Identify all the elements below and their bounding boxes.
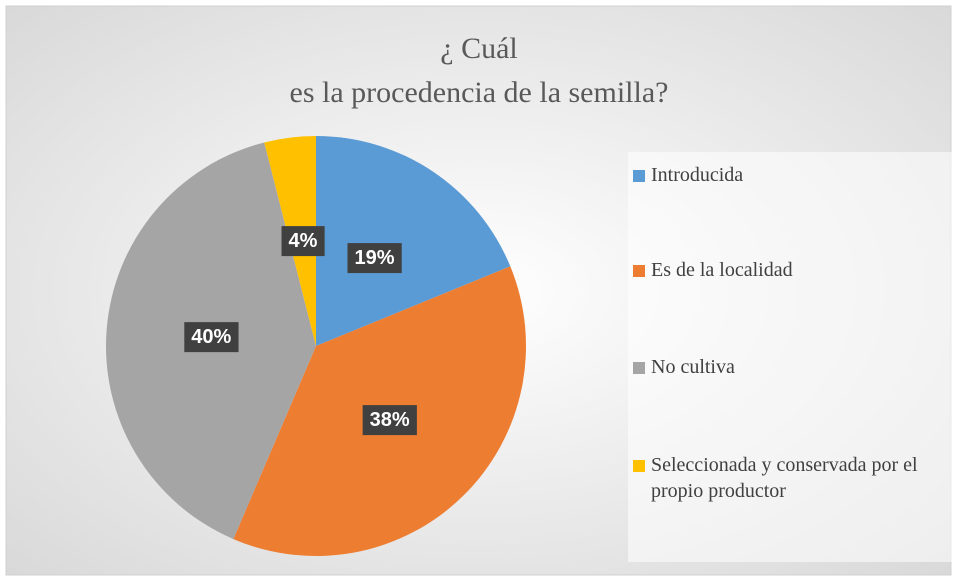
pie-slice (316, 136, 511, 346)
pie: 19% 38% 40% 4% (105, 136, 527, 556)
legend-item: Introducida (633, 162, 951, 188)
data-label-box (184, 322, 239, 353)
chart-title: es la procedencia de la semilla? (290, 76, 669, 109)
data-label: 4% (289, 230, 318, 252)
legend-swatch (633, 265, 645, 277)
data-label: 19% (354, 247, 394, 269)
legend-item: Seleccionada y conservada por el propio … (633, 452, 951, 504)
legend-swatch (633, 460, 645, 472)
data-label-box (362, 405, 417, 436)
legend-swatch (633, 170, 645, 182)
data-label: 38% (370, 409, 410, 431)
legend-label: Introducida (651, 164, 744, 186)
legend-label: Seleccionada y conservada por el propio … (651, 454, 918, 502)
legend-swatch (633, 362, 645, 374)
data-label: 40% (191, 326, 231, 348)
legend-item: No cultiva (633, 354, 951, 380)
legend: Introducida Es de la localidad No cultiva S… (628, 152, 952, 562)
data-label-box (347, 243, 402, 274)
legend-item: Es de la localidad (633, 257, 951, 283)
data-label-box (281, 226, 325, 257)
chart-title: ¿ Cuál (440, 32, 517, 65)
legend-label: Es de la localidad (651, 259, 793, 281)
legend-label: No cultiva (651, 356, 735, 378)
